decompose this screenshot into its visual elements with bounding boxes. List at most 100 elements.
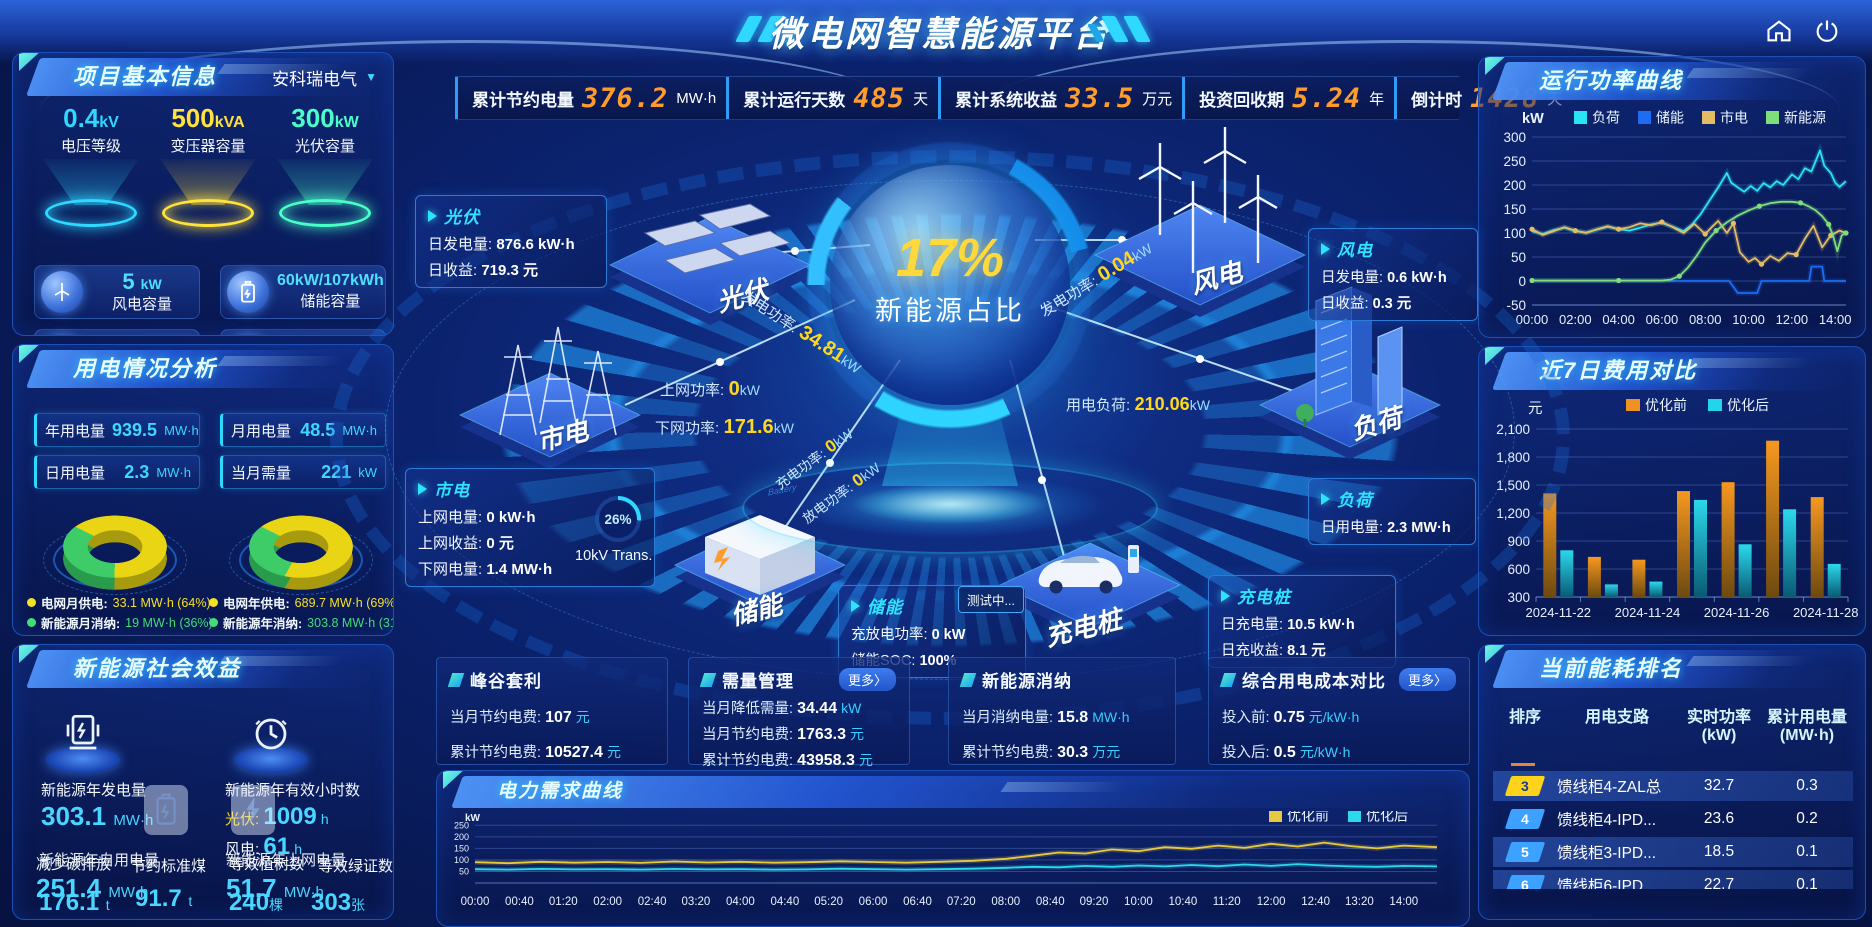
data-row: 投入前: 0.75 元/kW·h <box>1222 709 1360 726</box>
certs-label: 等效绿证数 <box>318 858 394 875</box>
card-cost-compare: 综合用电成本对比 更多〉 投入前: 0.75 元/kW·h 投入后: 0.5 元/… <box>1208 657 1470 765</box>
svg-text:优化后: 优化后 <box>1366 811 1408 824</box>
page-title: 微电网智慧能源平台 <box>700 6 1180 57</box>
donut-legend-item: 新能源年消纳:303.8 MW·h (31%) <box>209 613 393 632</box>
svg-text:2024-11-26: 2024-11-26 <box>1704 605 1770 620</box>
load-power-label: 用电负荷: 210.06kW <box>1066 394 1210 414</box>
arrow-icon <box>1321 242 1330 255</box>
panel-title: 近7日费用对比 <box>1539 358 1698 383</box>
svg-text:03:20: 03:20 <box>682 896 711 908</box>
chart-legend-item[interactable]: 负荷 <box>1574 110 1620 126</box>
chart-legend-item[interactable]: 市电 <box>1702 110 1748 126</box>
panel-project-info: 项目基本信息 安科瑞电气 ▼ 0.4kV 电压等级 500kVA 变压器容量 3… <box>12 52 394 336</box>
svg-text:200: 200 <box>1503 178 1526 193</box>
svg-text:05:20: 05:20 <box>814 896 843 908</box>
svg-text:150: 150 <box>454 844 469 854</box>
trees-value: 240棵 <box>229 889 284 916</box>
storage-tooltip: 测试中... <box>958 586 1024 613</box>
bar <box>1649 581 1663 597</box>
chart-legend-item[interactable]: 优化后 <box>1348 811 1408 824</box>
donut-legend-item: 电网年供电: 689.7 MW·h (69%) <box>209 593 393 612</box>
title-deco-right <box>1087 16 1151 42</box>
chart-legend-item[interactable]: 优化后 <box>1708 397 1769 413</box>
svg-text:150: 150 <box>1503 202 1526 217</box>
data-row: 日充电量: 10.5 kW·h <box>1221 617 1355 633</box>
feed-value: 51.7 MW·h <box>226 873 324 903</box>
svg-text:100: 100 <box>1503 226 1526 241</box>
gen-label: 新能源年发电量 <box>41 782 147 799</box>
capacity-stat: 35 kW 交流充电桩 <box>220 329 386 335</box>
svg-text:600: 600 <box>1507 562 1530 577</box>
svg-text:2024-11-24: 2024-11-24 <box>1615 605 1681 620</box>
svg-text:02:40: 02:40 <box>638 896 667 908</box>
svg-text:00:00: 00:00 <box>1516 312 1549 327</box>
chart-legend-item[interactable]: 新能源 <box>1766 110 1826 126</box>
svg-text:09:20: 09:20 <box>1080 896 1109 908</box>
data-row: 上网收益: 0 元 <box>418 535 514 552</box>
svg-text:250: 250 <box>454 821 469 831</box>
bar <box>1604 584 1618 597</box>
bar <box>1810 497 1824 597</box>
more-button[interactable]: 更多〉 <box>838 668 896 691</box>
wind-info-box: 风电 日发电量: 0.6 kW·h 日收益: 0.3 元 <box>1308 228 1478 321</box>
header-swoosh-right <box>980 40 1840 110</box>
kpi-item: 累计运行天数485天 <box>726 77 938 119</box>
svg-text:新能源: 新能源 <box>1784 110 1826 126</box>
bar <box>1721 482 1735 597</box>
chart-legend-item[interactable]: 储能 <box>1638 110 1684 126</box>
app-title: 微电网智慧能源平台 <box>768 15 1111 54</box>
svg-text:04:00: 04:00 <box>1602 312 1635 327</box>
ranking-row[interactable]: 4 馈线柜4-IPD... 23.6 0.2 <box>1493 804 1853 834</box>
chart-legend-item[interactable]: 优化前 <box>1269 811 1329 824</box>
svg-text:50: 50 <box>1511 250 1526 265</box>
panel-title: 当前能耗排名 <box>1539 656 1684 681</box>
card-demand-mgmt: 需量管理 更多〉 当月降低需量: 34.44 kW 当月节约电费: 1763.3 … <box>688 657 910 769</box>
feed-in-power-label: 上网功率: 0kW <box>660 378 760 400</box>
home-icon[interactable] <box>1762 14 1796 48</box>
arrow-icon <box>418 482 427 495</box>
rank-badge: 5 <box>1504 842 1546 862</box>
data-row: 下网电量: 1.4 MW·h <box>418 561 553 578</box>
self-use-label: 新能源年自用电量 <box>39 852 160 869</box>
svg-text:2024-11-22: 2024-11-22 <box>1526 605 1592 620</box>
svg-text:01:20: 01:20 <box>549 896 578 908</box>
more-button[interactable]: 更多〉 <box>1398 668 1456 691</box>
header-swoosh-left <box>40 40 900 110</box>
panel-title: 电力需求曲线 <box>497 781 624 802</box>
ghost-battery-icon <box>144 785 188 835</box>
chart-legend-item[interactable]: 优化前 <box>1626 397 1687 413</box>
wind-platform-illustration <box>1093 127 1307 317</box>
power-icon[interactable] <box>1810 14 1844 48</box>
capacity-stat: 5 kW 风电容量 <box>34 265 200 319</box>
rank-badge: 6 <box>1504 875 1546 889</box>
arrow-icon <box>1221 589 1230 602</box>
kpi-bar: 累计节约电量376.2MW·h累计运行天数485天累计系统收益33.5万元投资回… <box>455 76 1562 120</box>
company-select[interactable]: 安科瑞电气 <box>272 69 358 89</box>
pv-platform-illustration <box>608 203 812 325</box>
data-row: 日发电量: 876.6 kW·h <box>428 236 575 253</box>
svg-text:08:00: 08:00 <box>1689 312 1722 327</box>
card-renewable-absorb: 新能源消纳 当月消纳电量: 15.8 MW·h 累计节约电费: 30.3 万元 <box>948 657 1176 765</box>
data-row: 日用电量: 2.3 MW·h <box>1321 520 1451 536</box>
ranking-header: 实时功率 (kW) <box>1686 709 1751 744</box>
kpi-item: 投资回收期5.24年 <box>1182 77 1394 119</box>
card-glyph-icon <box>959 672 977 687</box>
svg-text:10:00: 10:00 <box>1732 312 1765 327</box>
svg-text:市电: 市电 <box>1720 110 1748 126</box>
chevron-down-icon[interactable]: ▼ <box>365 70 377 84</box>
svg-text:优化前: 优化前 <box>1645 397 1687 413</box>
svg-text:kW: kW <box>1522 111 1544 127</box>
ranking-row[interactable]: 3 馈线柜4-ZAL总 32.7 0.3 <box>1493 771 1853 801</box>
svg-text:06:40: 06:40 <box>903 896 932 908</box>
data-row: 日收益: 0.3 元 <box>1321 296 1412 312</box>
bar <box>1560 550 1574 597</box>
ranking-row[interactable]: 5 馈线柜3-IPD... 18.5 0.1 <box>1493 837 1853 867</box>
svg-text:02:00: 02:00 <box>1559 312 1592 327</box>
pedestal-ring-outer <box>742 462 1158 554</box>
ratio-sphere: 17% 新能源占比 <box>830 165 1070 405</box>
ranking-row[interactable]: 6 馈线柜6-IPD 22.7 0.1 <box>1493 870 1853 889</box>
hours-pedestal <box>211 703 331 773</box>
bar <box>1694 499 1707 597</box>
